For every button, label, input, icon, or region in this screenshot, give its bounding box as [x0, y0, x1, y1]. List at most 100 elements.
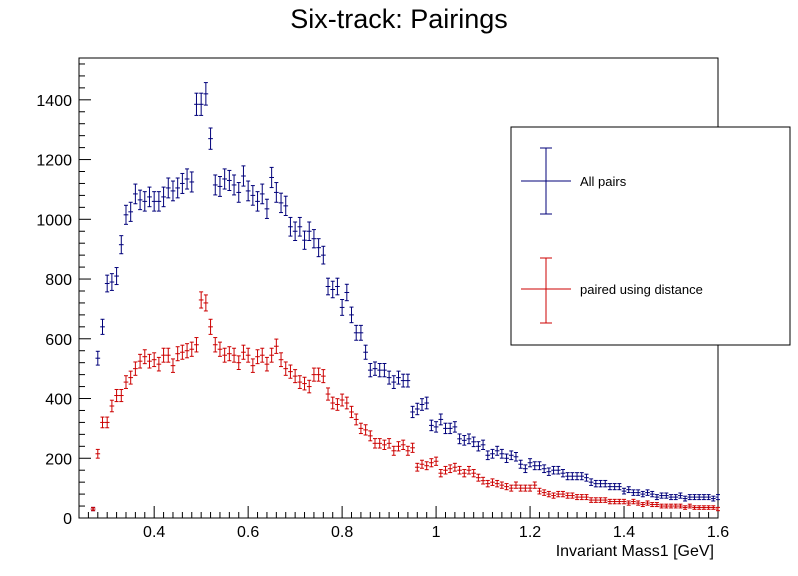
data-point — [546, 490, 552, 498]
data-point — [391, 445, 397, 456]
data-point — [541, 464, 547, 474]
data-point — [490, 478, 495, 486]
data-point — [626, 500, 632, 506]
legend: All pairs paired using distance — [510, 126, 791, 346]
data-point — [640, 502, 646, 508]
data-point — [306, 379, 312, 394]
data-point — [184, 168, 190, 190]
data-point — [363, 424, 368, 436]
data-point — [353, 413, 359, 426]
data-point — [325, 277, 331, 296]
data-point — [692, 505, 697, 510]
data-point — [330, 280, 336, 299]
data-point — [532, 461, 538, 471]
y-axis: 0 200 400 600 800 1000 1200 1400 — [36, 63, 91, 528]
data-point — [180, 344, 185, 360]
data-point — [513, 481, 519, 489]
data-point — [663, 492, 669, 499]
data-point — [255, 349, 260, 365]
data-point — [701, 505, 707, 510]
data-point — [616, 498, 622, 505]
data-point — [598, 479, 603, 488]
data-point — [250, 358, 256, 373]
data-point — [142, 191, 148, 212]
data-point — [123, 204, 129, 225]
data-point — [391, 375, 397, 389]
data-point — [194, 92, 199, 116]
data-point — [551, 465, 556, 475]
data-point — [692, 494, 697, 501]
data-point — [607, 498, 613, 505]
data-point — [466, 433, 472, 445]
data-point — [414, 402, 420, 416]
data-point — [137, 353, 143, 369]
data-point — [673, 503, 679, 509]
data-point — [499, 481, 505, 489]
data-point — [593, 497, 599, 503]
data-point — [584, 494, 589, 501]
data-point — [532, 481, 538, 489]
data-point — [579, 472, 585, 481]
data-point — [241, 165, 246, 187]
data-point — [457, 433, 462, 445]
data-point — [175, 346, 181, 362]
data-point — [330, 396, 336, 410]
data-point — [264, 198, 270, 219]
data-point — [706, 494, 711, 501]
data-point — [518, 484, 524, 492]
data-point — [142, 349, 148, 365]
data-point — [447, 422, 453, 435]
data-point — [104, 274, 110, 293]
data-point — [598, 497, 603, 503]
data-point — [631, 489, 636, 496]
data-point — [90, 506, 96, 512]
data-point — [100, 416, 105, 429]
data-point — [165, 347, 171, 363]
legend-label-paired-using-distance: paired using distance — [580, 282, 703, 297]
data-point — [616, 483, 622, 491]
data-point — [203, 294, 209, 312]
x-axis-title: Invariant Mass1 [GeV] — [556, 543, 714, 560]
data-point — [710, 495, 716, 502]
data-point — [227, 346, 232, 362]
data-point — [208, 127, 213, 150]
data-point — [297, 375, 303, 389]
data-point — [170, 358, 176, 373]
data-point — [302, 230, 307, 250]
data-point — [461, 435, 467, 446]
data-point — [349, 405, 354, 419]
data-point — [161, 186, 166, 208]
data-point — [264, 356, 270, 372]
data-point — [414, 462, 420, 472]
data-point — [438, 413, 444, 426]
data-point — [508, 450, 514, 461]
data-point — [292, 221, 298, 242]
data-point — [128, 370, 134, 385]
data-point — [133, 183, 138, 205]
data-point — [377, 362, 383, 378]
data-point — [555, 490, 561, 498]
data-point — [377, 438, 383, 449]
data-point — [452, 421, 458, 433]
data-point — [382, 439, 387, 450]
data-point — [367, 430, 373, 442]
data-point — [283, 361, 289, 376]
data-point — [588, 497, 594, 503]
data-point — [673, 494, 679, 501]
data-point — [551, 492, 556, 499]
data-point — [222, 347, 228, 363]
data-point — [438, 469, 444, 478]
data-point — [560, 490, 566, 498]
data-point — [297, 216, 303, 237]
data-point — [640, 490, 646, 498]
data-point — [288, 216, 293, 237]
data-point — [396, 370, 401, 385]
y-tick-label: 1200 — [36, 153, 72, 170]
data-point — [151, 352, 157, 368]
data-point — [109, 399, 115, 413]
data-point — [269, 166, 274, 189]
data-point — [123, 375, 129, 389]
data-point — [649, 490, 655, 498]
data-point — [288, 364, 293, 379]
data-point — [654, 502, 660, 508]
